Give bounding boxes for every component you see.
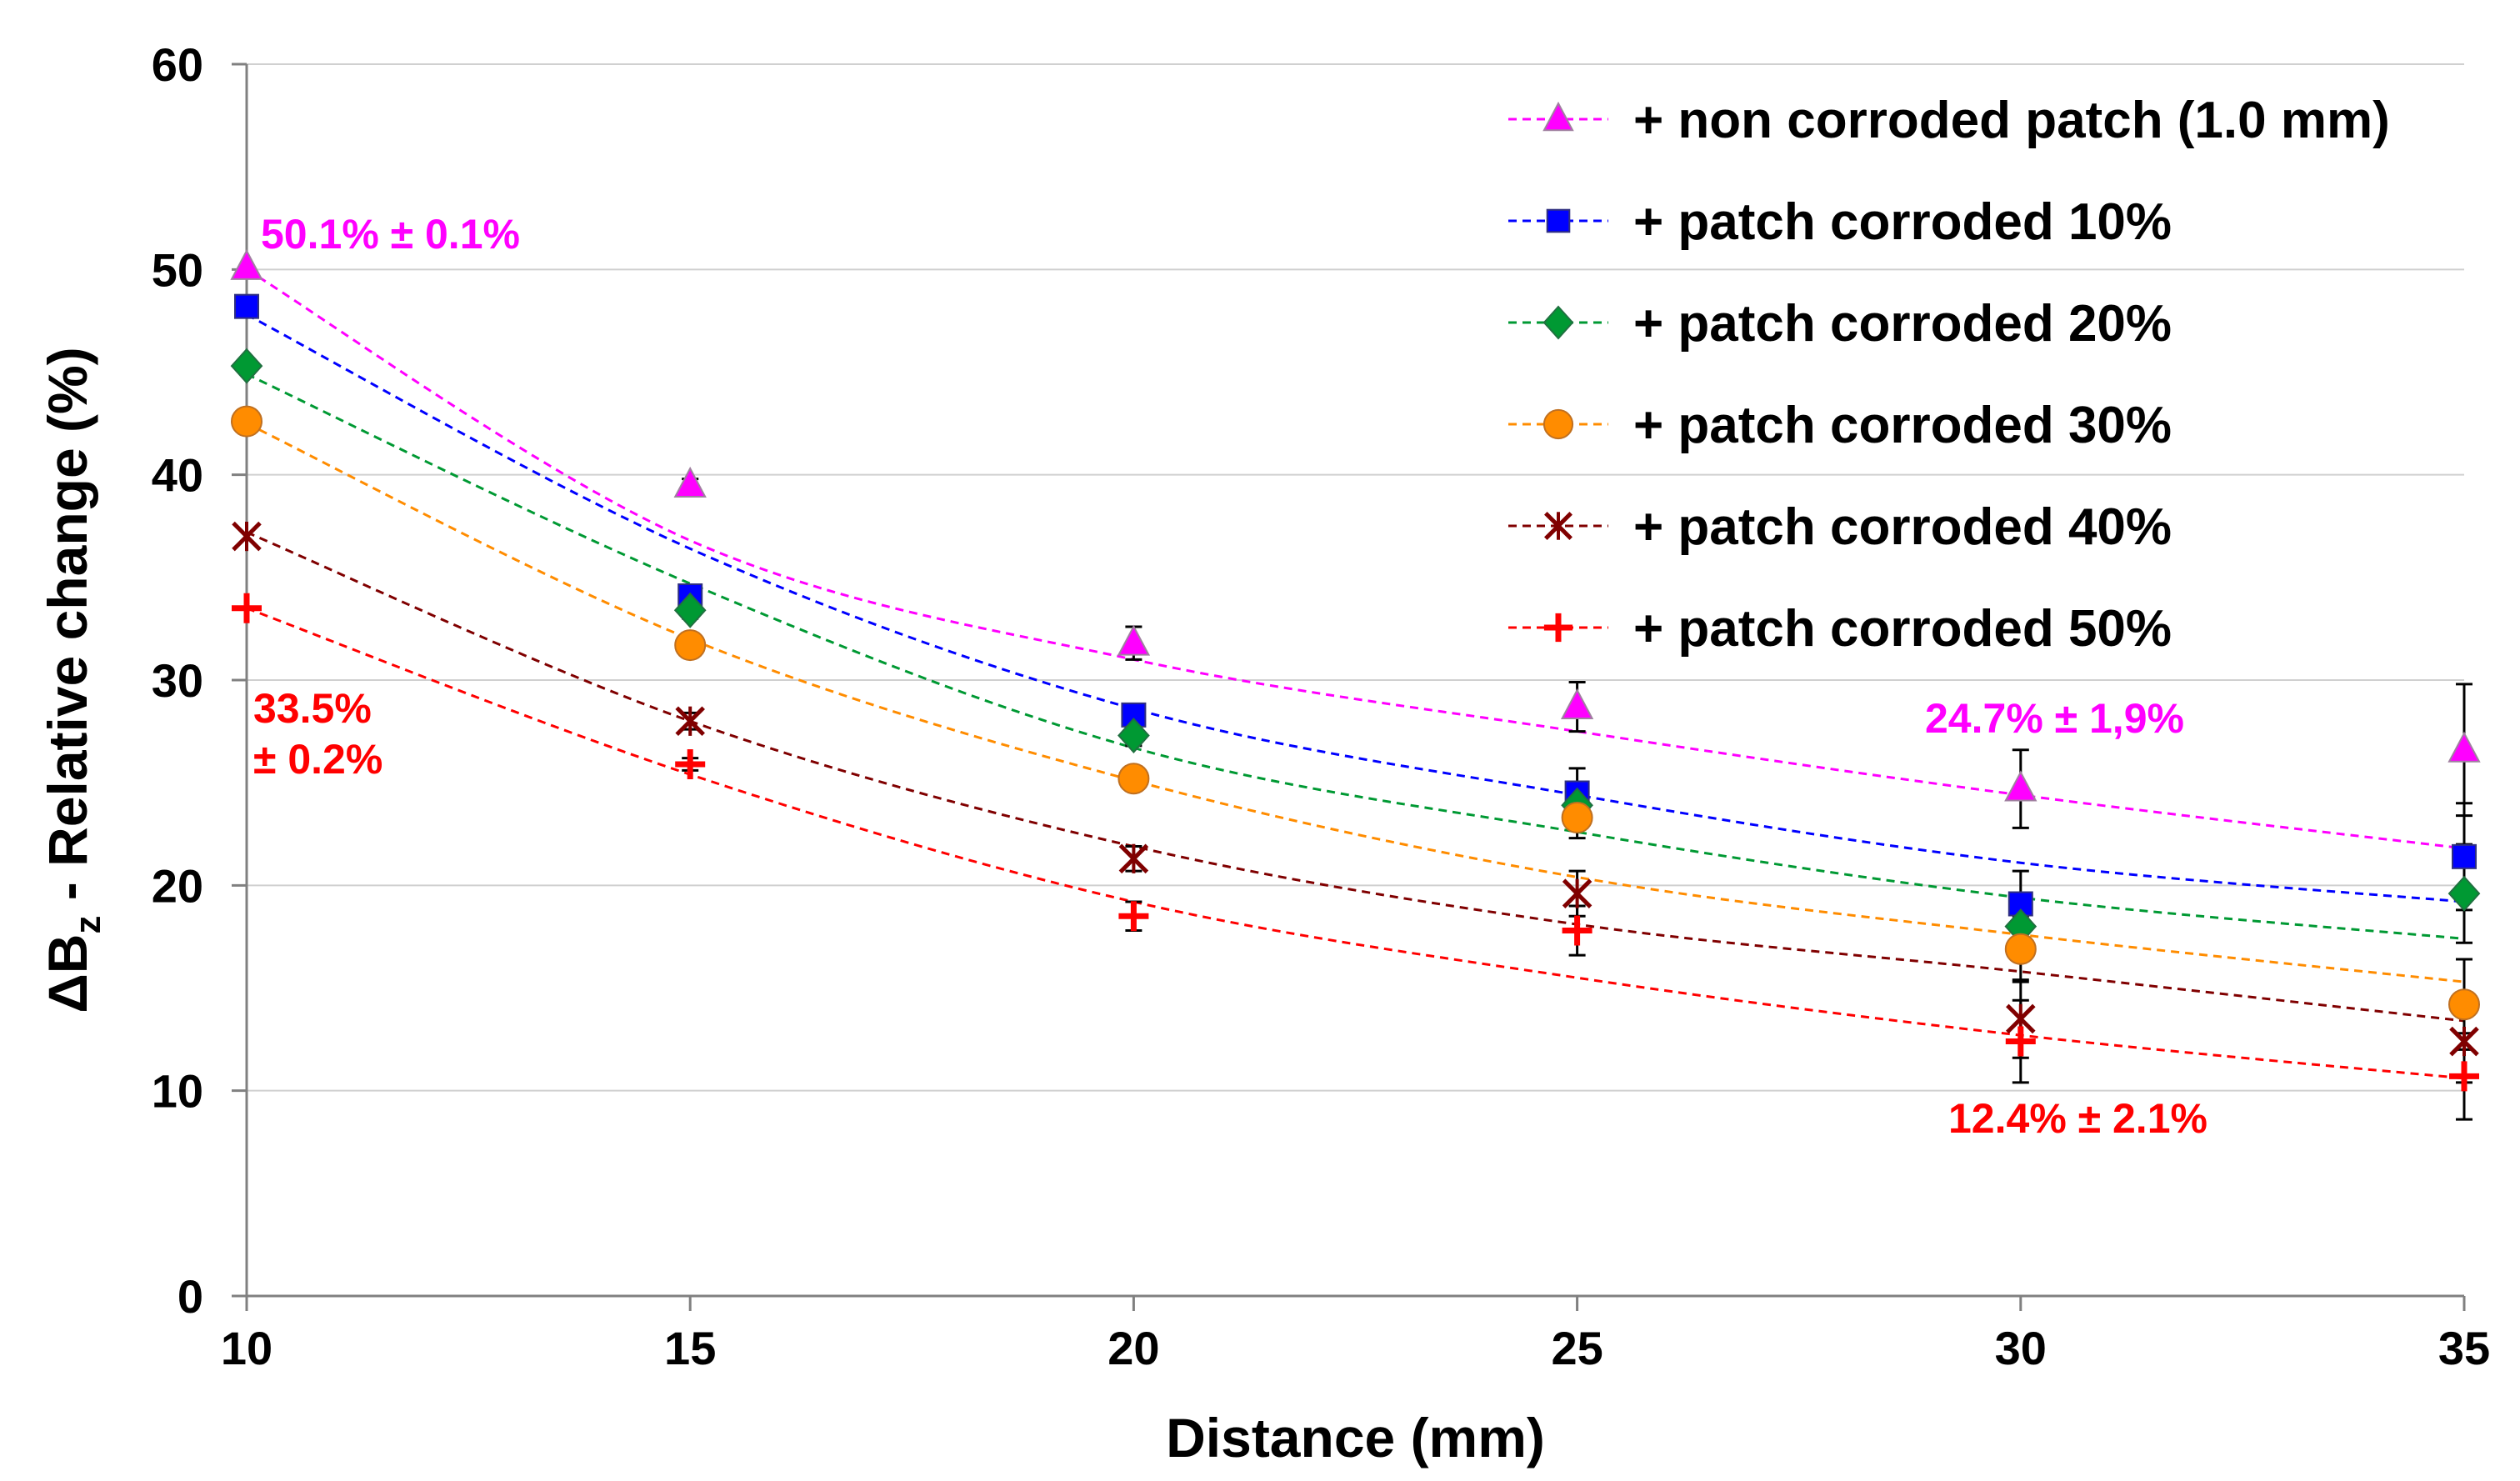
point-s3-x35 — [2448, 988, 2480, 1021]
legend-item-1: + patch corroded 10% — [1508, 193, 2172, 251]
y-axis-title-subscript: z — [68, 916, 108, 934]
legend-label-0: + non corroded patch (1.0 mm) — [1633, 92, 2390, 149]
point-s4-x25 — [1562, 878, 1592, 908]
legend-label-1: + patch corroded 10% — [1633, 193, 2172, 251]
point-s3-x25 — [1561, 802, 1593, 834]
legend-item-0: + non corroded patch (1.0 mm) — [1508, 92, 2390, 149]
y-axis-title-suffix: - Relative change (%) — [37, 347, 98, 915]
x-tick-label-10: 10 — [221, 1322, 272, 1374]
y-tick-label-30: 30 — [152, 654, 203, 707]
point-s1-x35 — [2452, 843, 2477, 869]
point-s5-x20 — [1118, 901, 1149, 932]
y-tick-label-10: 10 — [152, 1065, 203, 1118]
point-s3-x30 — [2004, 933, 2037, 965]
legend-label-3: + patch corroded 30% — [1633, 397, 2172, 454]
point-s5-x25 — [1562, 915, 1592, 946]
x-axis-title: Distance (mm) — [1166, 1407, 1545, 1468]
point-s0-x35 — [2448, 731, 2481, 763]
data-points — [230, 248, 2481, 1092]
legend-item-3: + patch corroded 30% — [1508, 397, 2172, 454]
point-s0-x25 — [1560, 688, 1594, 720]
y-tick-label-20: 20 — [152, 859, 203, 912]
point-s4-x35 — [2449, 1026, 2479, 1057]
x-tick-label-15: 15 — [664, 1322, 716, 1374]
legend-marker-5 — [1543, 613, 1573, 643]
point-s1-x10 — [234, 293, 259, 319]
y-axis-title-prefix: ΔB — [37, 934, 98, 1013]
trendline-series-0 — [246, 268, 2465, 850]
point-s0-x15 — [673, 466, 707, 498]
y-tick-label-40: 40 — [152, 449, 203, 502]
annotation-corroded50-10mm-error: ± 0.2% — [253, 736, 382, 783]
x-tick-label-30: 30 — [1995, 1322, 2047, 1374]
legend-label-4: + patch corroded 40% — [1633, 498, 2172, 556]
trendline-series-1 — [246, 313, 2465, 903]
legend: + non corroded patch (1.0 mm) + patch cor… — [1508, 92, 2390, 658]
point-s5-x30 — [2005, 1026, 2036, 1057]
x-tick-label-25: 25 — [1551, 1322, 1602, 1374]
legend-marker-2 — [1542, 305, 1574, 340]
legend-marker-3 — [1542, 408, 1574, 440]
annotation-non-corroded-30mm: 24.7% ± 1,9% — [1925, 695, 2184, 742]
point-s5-x15 — [675, 748, 706, 779]
trendline-series-5 — [246, 607, 2465, 1080]
annotation-non-corroded-10mm: 50.1% ± 0.1% — [261, 211, 520, 258]
point-s0-x30 — [2004, 770, 2038, 802]
y-tick-label-60: 60 — [152, 38, 203, 91]
legend-item-5: + patch corroded 50% — [1508, 600, 2172, 658]
point-s2-x35 — [2448, 875, 2481, 912]
trendline-series-3 — [246, 422, 2465, 983]
point-s5-x35 — [2449, 1061, 2479, 1092]
x-tick-label-20: 20 — [1108, 1322, 1159, 1374]
legend-item-4: + patch corroded 40% — [1508, 498, 2172, 556]
legend-label-2: + patch corroded 20% — [1633, 295, 2172, 353]
point-s4-x10 — [232, 521, 262, 552]
annotation-corroded50-10mm-value: 33.5% — [253, 685, 372, 732]
point-s2-x20 — [1118, 718, 1150, 754]
point-s0-x20 — [1117, 624, 1151, 656]
y-tick-label-0: 0 — [178, 1270, 203, 1323]
legend-marker-4 — [1544, 512, 1572, 540]
point-s5-x10 — [232, 593, 262, 623]
annotation-corroded50-30mm: 12.4% ± 2.1% — [1948, 1095, 2208, 1142]
legend-marker-1 — [1546, 208, 1571, 233]
y-axis-title: ΔBz - Relative change (%) — [37, 347, 108, 1013]
point-s4-x20 — [1118, 843, 1149, 874]
point-s2-x15 — [673, 592, 707, 628]
point-s3-x10 — [231, 405, 262, 438]
point-s0-x10 — [230, 248, 263, 280]
point-s2-x10 — [230, 348, 263, 384]
trendline-series-2 — [246, 373, 2465, 940]
trendline-series-4 — [246, 531, 2465, 1023]
point-s4-x15 — [675, 706, 705, 737]
point-s3-x20 — [1118, 763, 1150, 795]
legend-label-5: + patch corroded 50% — [1633, 600, 2172, 658]
legend-item-2: + patch corroded 20% — [1508, 295, 2172, 353]
legend-marker-0 — [1542, 101, 1574, 132]
point-s3-x15 — [674, 629, 707, 662]
trendlines — [246, 268, 2465, 1080]
y-tick-label-50: 50 — [152, 243, 203, 296]
axis-ticks: 0 10 20 30 40 50 60 10 15 20 25 30 35 — [152, 38, 2490, 1374]
gridlines — [247, 63, 2464, 1092]
x-tick-label-35: 35 — [2438, 1322, 2490, 1374]
